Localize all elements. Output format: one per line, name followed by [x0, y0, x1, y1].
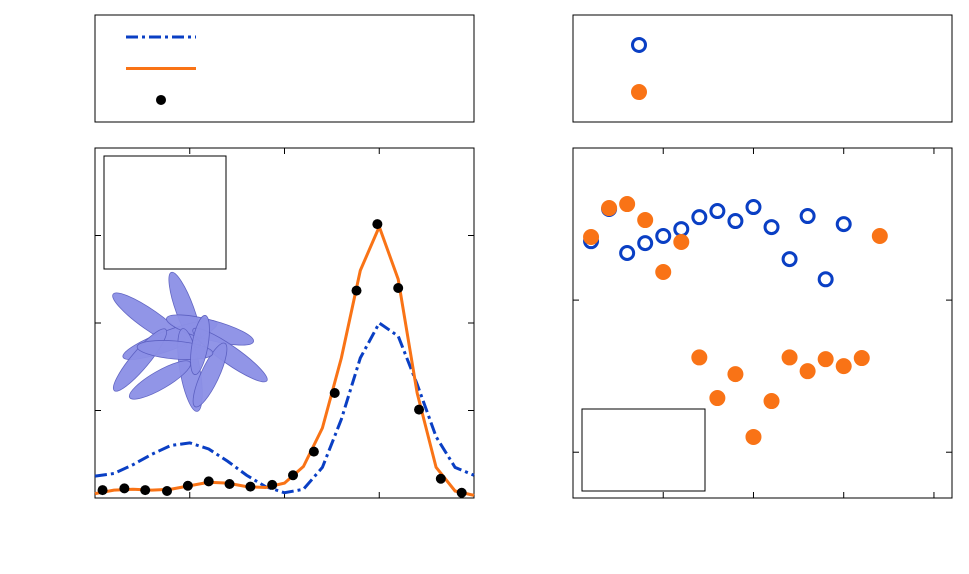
legend-marker — [156, 94, 166, 105]
data-point — [691, 349, 708, 366]
data-point — [119, 483, 130, 494]
inset-box — [103, 155, 227, 270]
data-point — [655, 227, 672, 244]
data-point — [203, 476, 214, 487]
data-point — [871, 227, 888, 244]
data-point — [745, 199, 762, 216]
data-point — [781, 251, 798, 268]
data-point — [182, 480, 193, 491]
data-point — [245, 481, 256, 492]
data-point — [673, 221, 690, 238]
data-point — [817, 271, 834, 288]
data-point — [97, 485, 108, 496]
data-point — [637, 212, 654, 229]
data-point — [619, 245, 636, 262]
data-point — [456, 487, 467, 498]
data-point — [853, 350, 870, 367]
plot-frame — [572, 147, 953, 499]
series-line — [94, 222, 475, 497]
data-point — [140, 485, 151, 496]
data-point — [372, 219, 383, 230]
data-point — [835, 216, 852, 233]
data-point — [224, 479, 235, 489]
data-point — [691, 209, 708, 226]
data-point — [727, 366, 744, 383]
data-point — [435, 473, 446, 484]
data-point — [583, 228, 600, 245]
series-line — [94, 320, 475, 495]
data-point — [601, 200, 618, 217]
data-point — [351, 285, 362, 296]
data-point — [673, 233, 690, 250]
data-point — [329, 388, 340, 398]
data-point — [745, 428, 762, 445]
data-point — [709, 203, 726, 220]
data-point — [637, 235, 654, 252]
data-point — [781, 349, 798, 366]
data-point — [727, 213, 744, 230]
inset-box — [581, 408, 706, 492]
data-point — [835, 358, 852, 375]
data-point — [288, 470, 299, 481]
data-point — [709, 390, 726, 407]
data-point — [763, 393, 780, 410]
ellipsoid-illustration — [112, 271, 268, 412]
data-point — [799, 363, 816, 380]
legend-marker — [631, 36, 647, 53]
legend-box — [572, 14, 953, 123]
data-point — [162, 486, 173, 496]
data-point — [799, 208, 816, 225]
data-point — [393, 283, 404, 293]
legend-box — [94, 14, 475, 123]
data-point — [414, 404, 425, 415]
data-point — [763, 219, 780, 236]
data-point — [267, 479, 278, 490]
data-point — [655, 264, 672, 281]
data-point — [308, 446, 319, 457]
data-point — [817, 351, 834, 368]
data-point — [619, 196, 636, 213]
legend-marker — [631, 84, 647, 101]
